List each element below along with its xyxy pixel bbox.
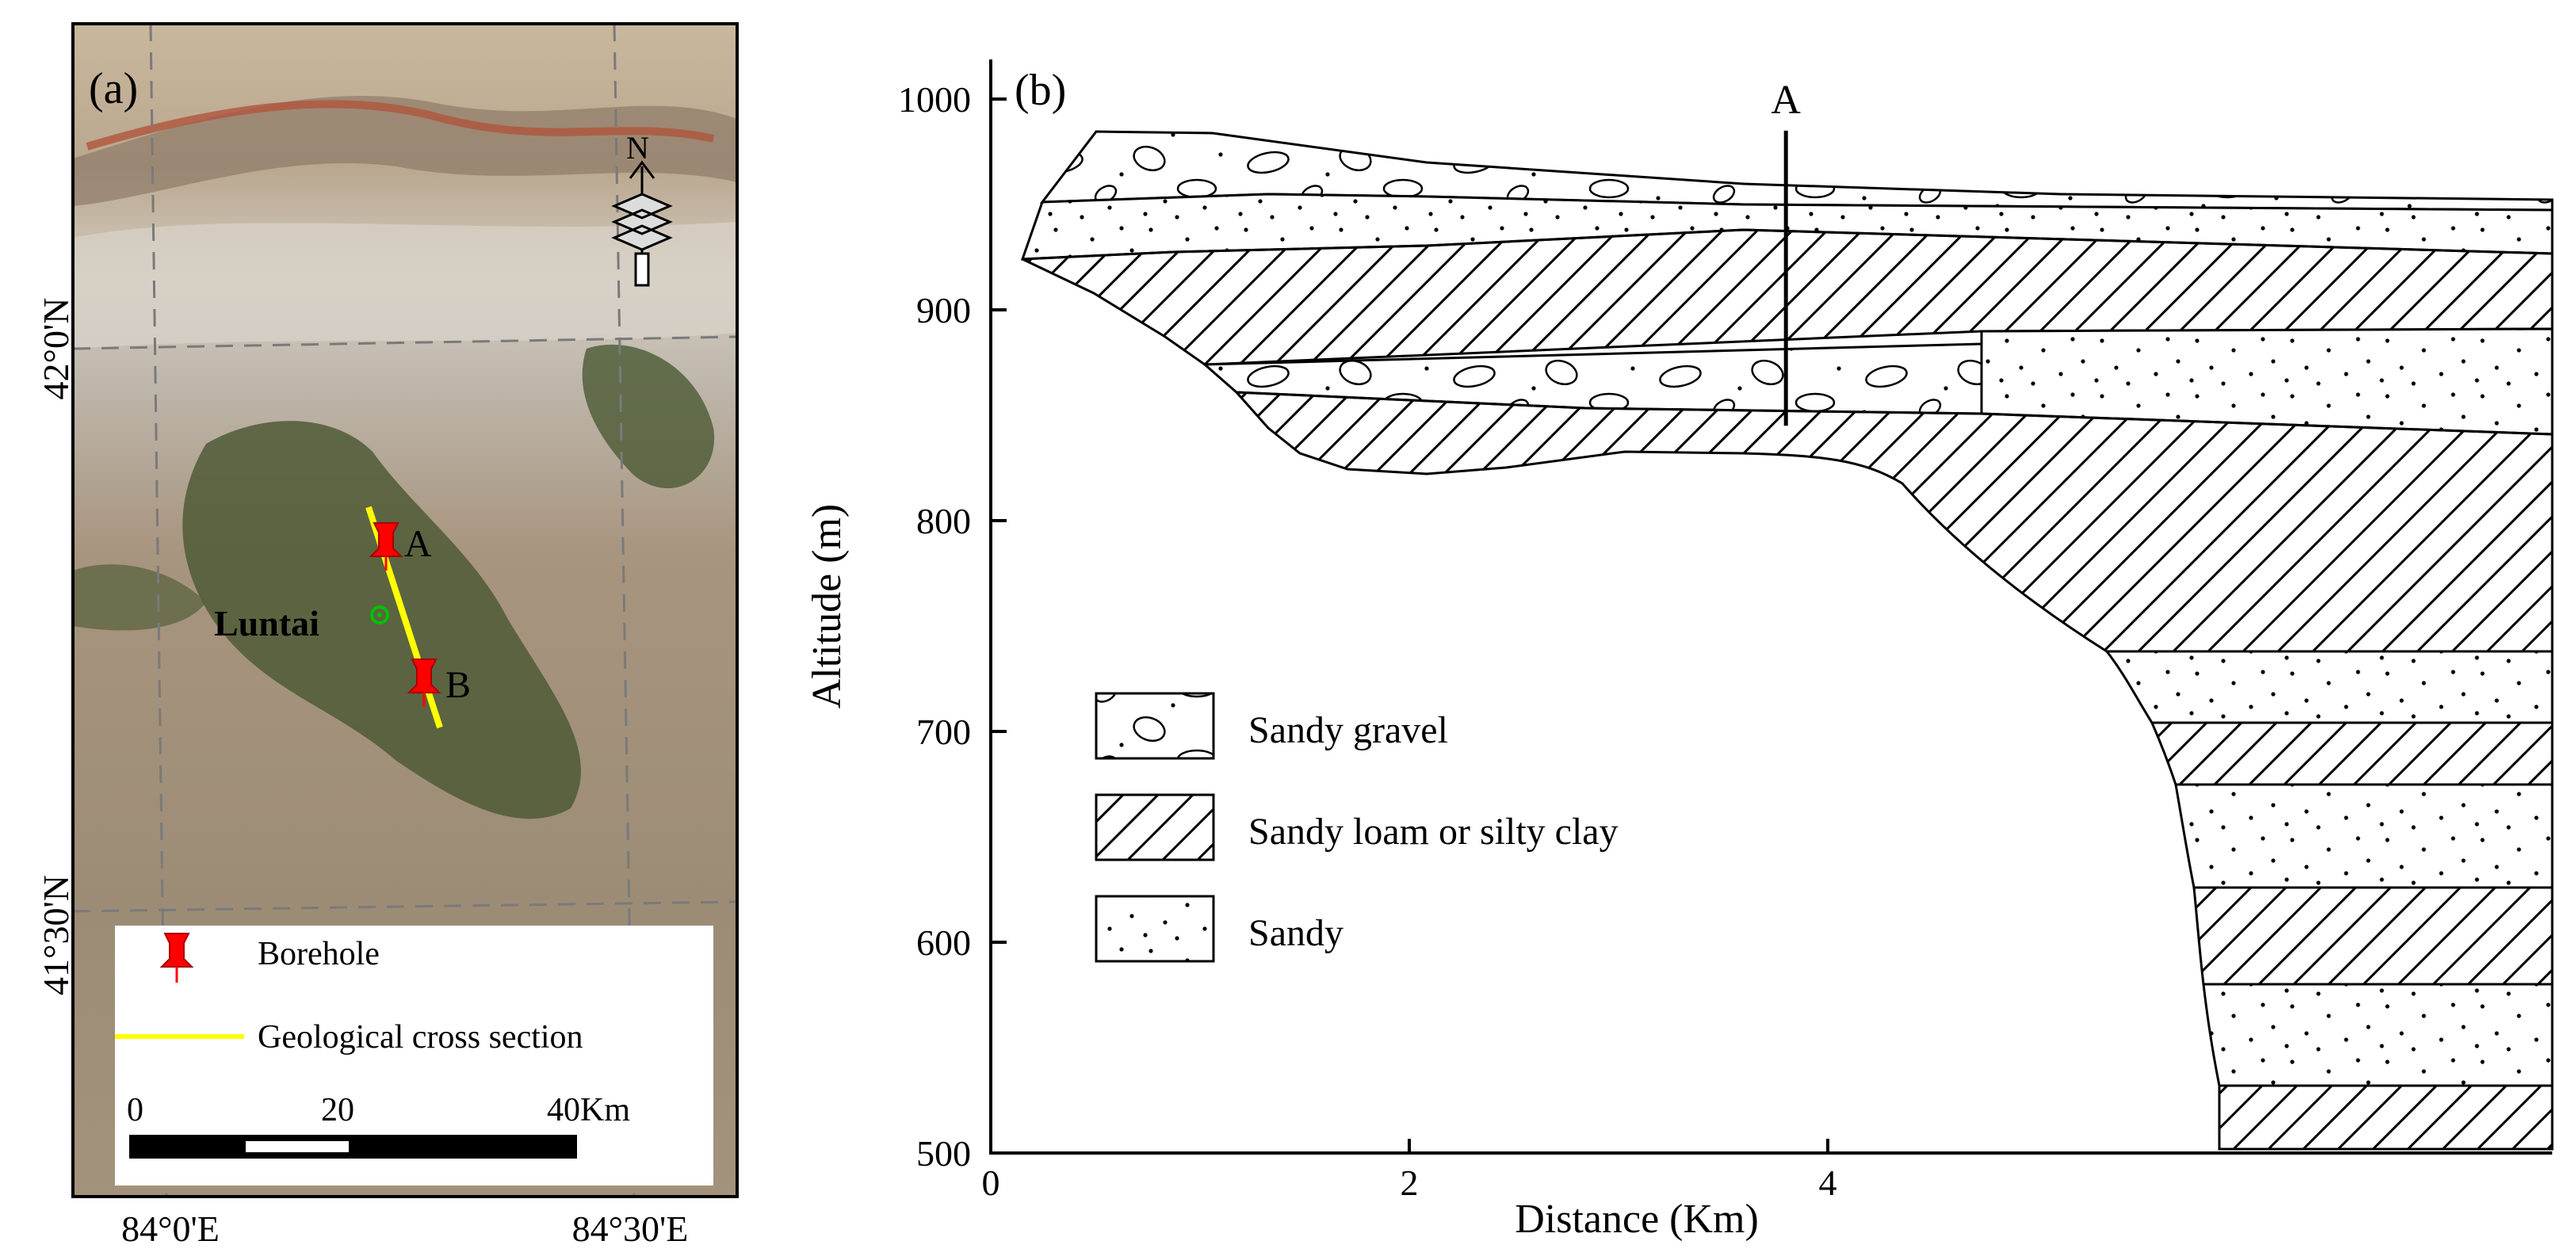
borehole-a-label: A — [1771, 78, 1801, 123]
graticule-line — [73, 900, 737, 913]
x-axis-label: Distance (Km) — [1515, 1197, 1759, 1242]
x-tick-label: 0 — [982, 1163, 1000, 1203]
vegetation-patch — [582, 344, 715, 489]
layer-sandy-loam-lower — [1233, 391, 2554, 653]
legend-swatch-sandy-loam — [1095, 793, 1215, 861]
y-tick-label: 600 — [916, 922, 971, 963]
legend-pin-icon — [159, 933, 194, 983]
svg-text:N: N — [626, 130, 649, 166]
scale-bar-box — [115, 1059, 713, 1186]
boreholes: AB — [1771, 78, 1801, 426]
x-tick-label: 4 — [1819, 1163, 1837, 1203]
borehole-pin-icon — [369, 522, 403, 571]
y-tick-label: 500 — [916, 1133, 971, 1174]
cross-section-panel: (b) 500 600 700 800 900 1000 0 2 4 Altitude (m)… — [805, 59, 2554, 1242]
y-tick-label: 1000 — [898, 79, 971, 120]
legend-borehole-label: Borehole — [258, 936, 380, 972]
town-label: Luntai — [214, 603, 319, 643]
lat-label-42n: 42°0'N — [36, 298, 76, 400]
legend-label-sandy-loam: Sandy loam or silty clay — [1248, 811, 1619, 853]
red-strata — [86, 100, 715, 151]
legend-label-sandy: Sandy — [1248, 912, 1343, 954]
oasis-vegetation — [182, 421, 581, 819]
lon-label-84-30e: 84°30'E — [572, 1208, 689, 1249]
x-ticks: 0 2 4 — [982, 1139, 1837, 1203]
borehole-a-map-label: A — [404, 523, 432, 565]
map-frame — [71, 22, 739, 1198]
layer-sandy-band — [2174, 783, 2554, 889]
graticule-line — [73, 335, 737, 350]
town-marker-icon — [370, 605, 389, 624]
y-tick-label: 700 — [916, 712, 971, 752]
town-marker-dot — [377, 613, 382, 617]
map-legend: Borehole Geological cross section — [115, 926, 713, 1059]
layer-sandy-right — [1980, 327, 2554, 436]
north-arrow-icon: N — [611, 130, 673, 287]
lat-label-41-30n: 41°30'N — [36, 875, 76, 995]
legend-swatch-sandy — [1095, 895, 1215, 963]
legend-label-sandy-gravel: Sandy gravel — [1248, 709, 1448, 751]
legend-swatch-sandy-gravel — [1095, 692, 1215, 760]
borehole-b-map-label: B — [445, 664, 471, 706]
scale-tick-40: 40Km — [547, 1092, 630, 1128]
mountain-ridge — [73, 95, 737, 206]
panel-b-label: (b) — [1015, 66, 1066, 115]
scale-bar-light — [246, 1141, 349, 1152]
scale-bar: 0 20 40Km — [115, 1059, 713, 1186]
layer-loam-band — [2150, 721, 2554, 786]
scale-tick-0: 0 — [127, 1092, 143, 1128]
borehole-pin-icon — [407, 659, 441, 707]
layer-loam-band — [2192, 886, 2554, 986]
layer-sandy-band — [2202, 983, 2554, 1087]
lon-label-84e: 84°0'E — [121, 1208, 220, 1249]
section-legend: Sandy gravel Sandy loam or silty clay Sa… — [1095, 692, 1619, 963]
scale-tick-20: 20 — [321, 1092, 354, 1128]
y-tick-label: 800 — [916, 501, 971, 541]
alluvial-fan — [73, 222, 737, 349]
y-tick-label: 900 — [916, 290, 971, 330]
y-ticks: 500 600 700 800 900 1000 — [898, 79, 1007, 1174]
legend-section-label: Geological cross section — [258, 1019, 583, 1056]
panel-a-label: (a) — [89, 64, 138, 113]
y-axis-label: Altitude (m) — [805, 504, 850, 709]
layer-sandy-band — [2104, 650, 2554, 724]
vegetation-patch — [73, 564, 206, 631]
scale-bar-dark — [129, 1135, 577, 1159]
layer-loam-band — [2218, 1084, 2554, 1151]
x-tick-label: 2 — [1401, 1163, 1419, 1203]
